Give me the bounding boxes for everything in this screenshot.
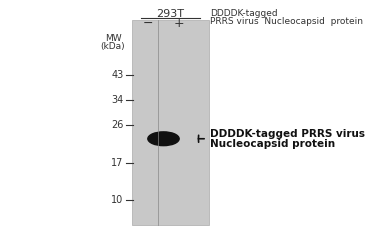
Text: Nucleocapsid protein: Nucleocapsid protein <box>211 139 336 149</box>
Text: +: + <box>174 17 184 30</box>
Text: 43: 43 <box>111 70 124 80</box>
Text: (kDa): (kDa) <box>101 42 126 51</box>
Text: DDDDK-tagged: DDDDK-tagged <box>211 9 278 18</box>
Ellipse shape <box>148 132 179 145</box>
Text: 293T: 293T <box>156 9 184 19</box>
Text: MW: MW <box>105 34 121 43</box>
Text: DDDDK-tagged PRRS virus: DDDDK-tagged PRRS virus <box>211 129 365 139</box>
Text: 10: 10 <box>111 195 124 205</box>
Text: PRRS virus  Nucleocapsid  protein: PRRS virus Nucleocapsid protein <box>211 17 363 26</box>
Text: −: − <box>142 17 153 30</box>
Text: 17: 17 <box>111 158 124 168</box>
Text: 34: 34 <box>111 95 124 105</box>
Text: 26: 26 <box>111 120 124 130</box>
FancyBboxPatch shape <box>132 20 209 225</box>
